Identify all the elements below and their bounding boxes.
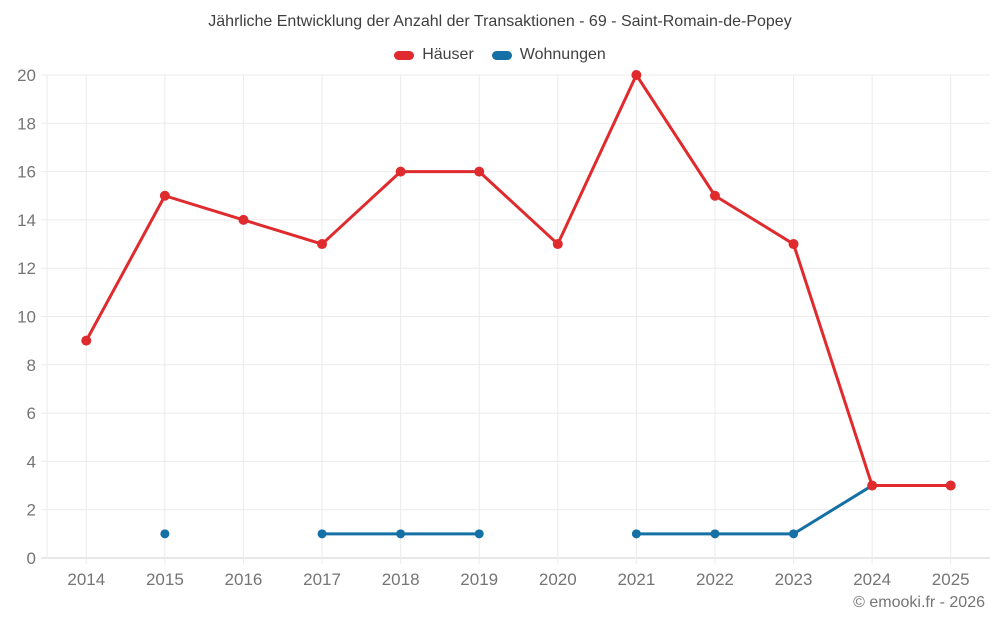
data-point-wohnungen — [474, 529, 484, 539]
data-point-hauser — [81, 335, 92, 346]
y-tick-label: 20 — [17, 66, 36, 85]
chart-title: Jährliche Entwicklung der Anzahl der Tra… — [208, 13, 792, 30]
data-point-hauser — [474, 166, 485, 177]
legend-swatch-icon — [491, 50, 512, 60]
data-point-hauser — [238, 214, 249, 225]
x-tick-label: 2025 — [932, 570, 970, 589]
data-point-hauser — [709, 190, 720, 201]
series-line-hauser — [84, 73, 953, 488]
chart-footer-credit: © emooki.fr - 2026 — [853, 594, 985, 611]
x-tick-label: 2021 — [617, 570, 655, 589]
data-point-hauser — [788, 239, 799, 250]
y-tick-label: 18 — [17, 114, 36, 133]
legend-item-hauser[interactable]: Häuser — [394, 46, 474, 64]
series-line-wohnungen — [634, 484, 874, 536]
x-tick-label: 2017 — [303, 570, 341, 589]
x-tick-label: 2020 — [539, 570, 577, 589]
data-point-hauser — [552, 239, 563, 250]
x-tick-label: 2022 — [696, 570, 734, 589]
legend-label: Häuser — [422, 46, 474, 63]
y-tick-label: 0 — [27, 549, 36, 568]
y-tick-label: 8 — [27, 356, 36, 375]
legend-item-wohnungen[interactable]: Wohnungen — [491, 46, 606, 64]
data-point-wohnungen — [317, 529, 327, 539]
data-point-wohnungen — [396, 529, 406, 539]
legend-label: Wohnungen — [519, 46, 606, 63]
data-point-hauser — [159, 190, 170, 201]
y-tick-label: 16 — [17, 163, 36, 182]
x-tick-label: 2024 — [853, 570, 891, 589]
legend-swatch-icon — [394, 50, 415, 60]
y-tick-label: 6 — [27, 404, 36, 423]
y-tick-label: 12 — [17, 259, 36, 278]
x-tick-label: 2023 — [775, 570, 813, 589]
data-point-hauser — [631, 70, 642, 80]
data-point-hauser — [867, 480, 878, 491]
x-tick-label: 2014 — [67, 570, 105, 589]
x-tick-label: 2018 — [382, 570, 420, 589]
chart-legend: Häuser Wohnungen — [0, 46, 1000, 64]
data-point-hauser — [317, 239, 328, 250]
y-tick-label: 10 — [17, 308, 36, 327]
y-tick-label: 14 — [17, 211, 36, 230]
data-point-hauser — [945, 480, 956, 491]
y-tick-label: 2 — [27, 501, 36, 520]
x-tick-label: 2015 — [146, 570, 184, 589]
data-point-hauser — [395, 166, 406, 177]
x-tick-label: 2016 — [225, 570, 263, 589]
data-point-wohnungen — [789, 529, 799, 539]
x-tick-label: 2019 — [460, 570, 498, 589]
data-point-wohnungen — [710, 529, 720, 539]
data-point-wohnungen — [160, 529, 170, 539]
data-point-wohnungen — [631, 529, 641, 539]
y-tick-label: 4 — [27, 452, 36, 471]
